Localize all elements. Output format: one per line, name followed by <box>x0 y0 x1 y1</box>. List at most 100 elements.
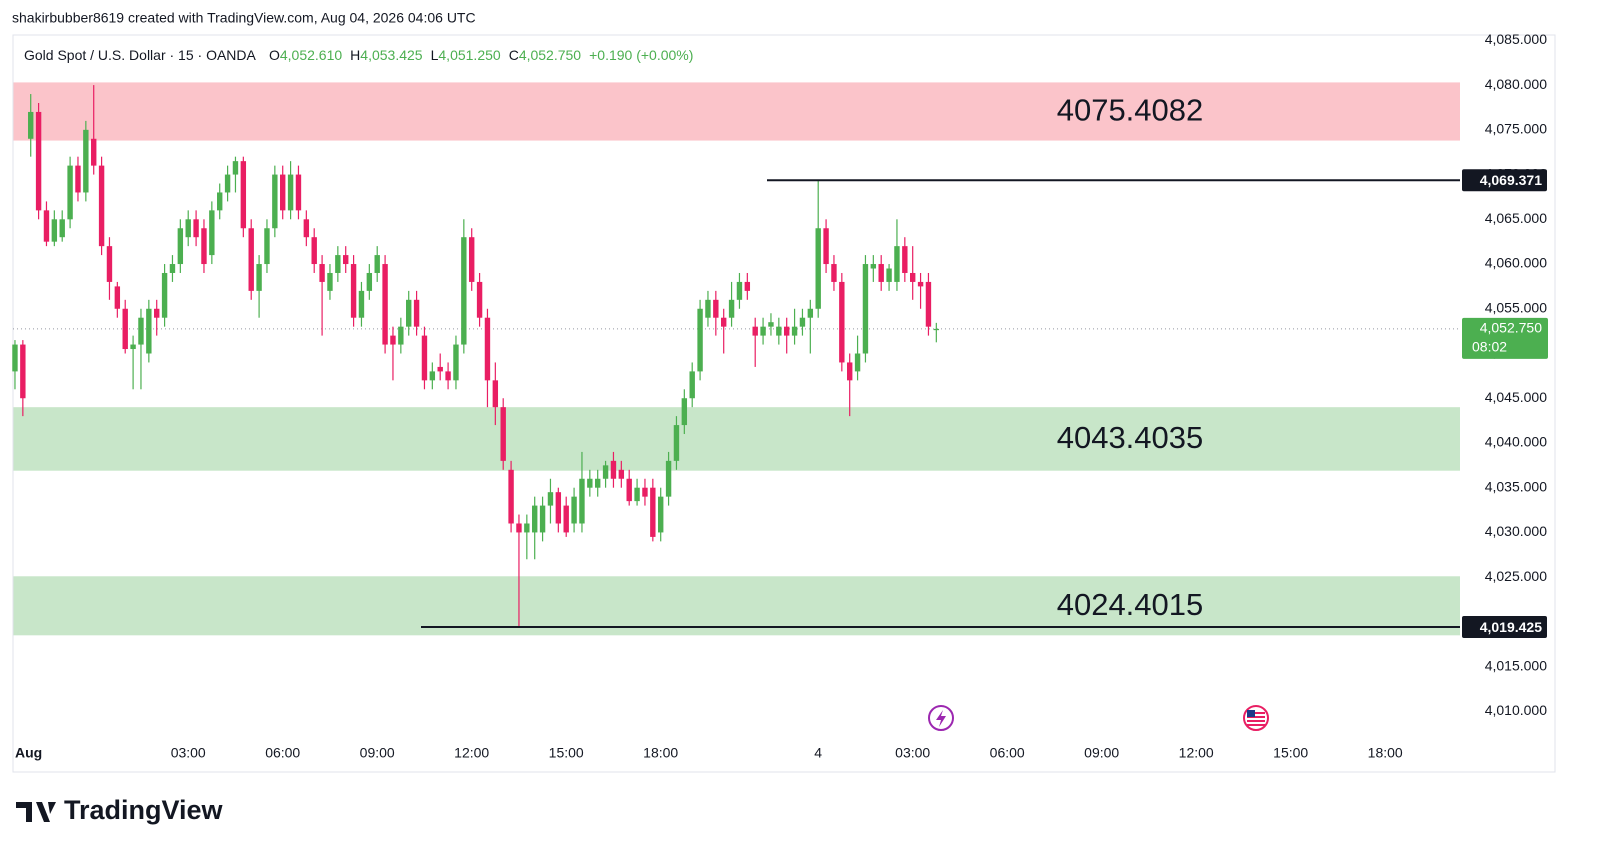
candle-body <box>524 523 530 533</box>
x-tick-label: 4 <box>814 745 822 761</box>
candle-body <box>909 272 916 282</box>
level-tag <box>1462 169 1547 192</box>
candle-body <box>193 219 199 238</box>
legend-key: C <box>509 47 519 63</box>
candle-body <box>51 219 58 242</box>
candle-body <box>177 228 184 265</box>
candle-body <box>634 487 640 502</box>
candle-body <box>311 237 317 265</box>
header: shakirbubber8619 created with TradingVie… <box>12 10 476 26</box>
candle-body <box>870 264 877 269</box>
candle-body <box>154 308 160 318</box>
y-tick-label: 4,025.000 <box>1485 568 1547 584</box>
candle-body <box>248 228 254 291</box>
candle-body <box>67 165 73 220</box>
candle-body <box>768 322 774 327</box>
candle-body <box>516 523 522 533</box>
candle-body <box>532 505 538 533</box>
x-tick-label: 15:00 <box>1273 745 1308 761</box>
candle-body <box>791 326 798 336</box>
candle-body <box>264 228 270 265</box>
x-tick-label: 03:00 <box>895 745 930 761</box>
candle-body <box>579 478 585 524</box>
y-tick-label: 4,035.000 <box>1485 478 1547 494</box>
legend-key: L <box>431 47 439 63</box>
candle-body <box>500 407 506 461</box>
level-tag <box>1462 616 1547 639</box>
candle-body <box>673 425 680 461</box>
brand: TradingView <box>64 795 224 825</box>
price-tag <box>1462 317 1548 359</box>
candle-body <box>161 272 168 318</box>
candle-body <box>736 281 743 300</box>
candle-body <box>933 328 940 331</box>
candle-body <box>760 326 766 336</box>
candle-body <box>862 264 869 354</box>
zone-label: 4024.4015 <box>1057 587 1204 622</box>
candle-body <box>59 219 65 238</box>
candle-body <box>287 174 294 211</box>
y-tick-label: 4,040.000 <box>1485 434 1547 450</box>
y-tick-label: 4,085.000 <box>1485 31 1547 47</box>
candle-body <box>453 344 459 381</box>
candle-body <box>595 478 601 488</box>
zone <box>13 576 1460 636</box>
level-tag-label: 4,069.371 <box>1480 172 1542 188</box>
candle-body <box>12 344 18 372</box>
candle-body <box>98 165 105 247</box>
candle-body <box>547 492 554 506</box>
x-tick-label: 15:00 <box>549 745 584 761</box>
candle-body <box>469 237 475 282</box>
candle-body <box>217 192 223 211</box>
candle-body <box>776 326 782 336</box>
candle-body <box>752 326 758 336</box>
legend-change: +0.190 (+0.00%) <box>589 47 693 63</box>
candle-body <box>256 264 262 291</box>
candle-body <box>335 255 341 273</box>
candle-body <box>602 465 609 479</box>
candle-body <box>713 299 719 318</box>
candle-body <box>240 161 247 229</box>
candle-body <box>83 129 89 193</box>
y-tick-label: 4,065.000 <box>1485 210 1547 226</box>
zone <box>13 82 1460 141</box>
price-tag-countdown: 08:02 <box>1472 339 1507 355</box>
candle-body <box>114 286 121 309</box>
candle-body <box>358 290 365 318</box>
x-tick-label: 12:00 <box>454 745 489 761</box>
candle-body <box>413 299 420 327</box>
candle-body <box>894 246 900 282</box>
candle-body <box>784 326 790 336</box>
candle-body <box>406 299 412 327</box>
candle-body <box>854 353 861 372</box>
symbol: Gold Spot / U.S. Dollar · 15 · OANDA <box>24 47 257 63</box>
candle-body <box>665 460 672 497</box>
candle-body <box>823 228 829 265</box>
x-tick-label: 09:00 <box>360 745 395 761</box>
candle-body <box>815 228 821 309</box>
candle-body <box>555 492 562 524</box>
y-tick-label: 4,010.000 <box>1485 702 1547 718</box>
legend-key: O <box>269 47 280 63</box>
candle-body <box>492 380 499 408</box>
y-tick-label: 4,080.000 <box>1485 76 1547 92</box>
y-tick-label: 4,055.000 <box>1485 299 1547 315</box>
candle-body <box>28 111 34 139</box>
flag-canton <box>1247 710 1255 717</box>
candle-body <box>390 335 396 345</box>
candle-body <box>138 317 144 345</box>
candle-body <box>658 496 664 533</box>
candle-body <box>563 505 569 533</box>
candle-body <box>303 219 310 238</box>
candle-body <box>429 371 436 381</box>
candle-body <box>280 174 286 211</box>
candle-body <box>146 308 152 354</box>
candle-body <box>925 281 932 327</box>
zone-label: 4043.4035 <box>1057 420 1204 455</box>
x-tick-label: 18:00 <box>1368 745 1403 761</box>
candle-body <box>886 268 892 282</box>
candle-body <box>461 237 467 345</box>
candle-body <box>398 326 404 345</box>
candle-body <box>571 496 577 524</box>
